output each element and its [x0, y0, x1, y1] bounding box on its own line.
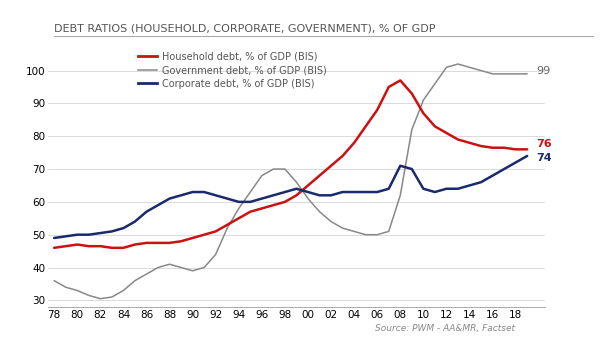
Text: 74: 74 — [537, 152, 552, 163]
Text: Source: PWM - AA&MR, Factset: Source: PWM - AA&MR, Factset — [375, 324, 515, 333]
Legend: Household debt, % of GDP (BIS), Government debt, % of GDP (BIS), Corporate debt,: Household debt, % of GDP (BIS), Governme… — [137, 52, 327, 89]
Text: 76: 76 — [537, 139, 552, 149]
Text: 99: 99 — [537, 65, 551, 76]
Text: DEBT RATIOS (HOUSEHOLD, CORPORATE, GOVERNMENT), % OF GDP: DEBT RATIOS (HOUSEHOLD, CORPORATE, GOVER… — [54, 24, 436, 34]
